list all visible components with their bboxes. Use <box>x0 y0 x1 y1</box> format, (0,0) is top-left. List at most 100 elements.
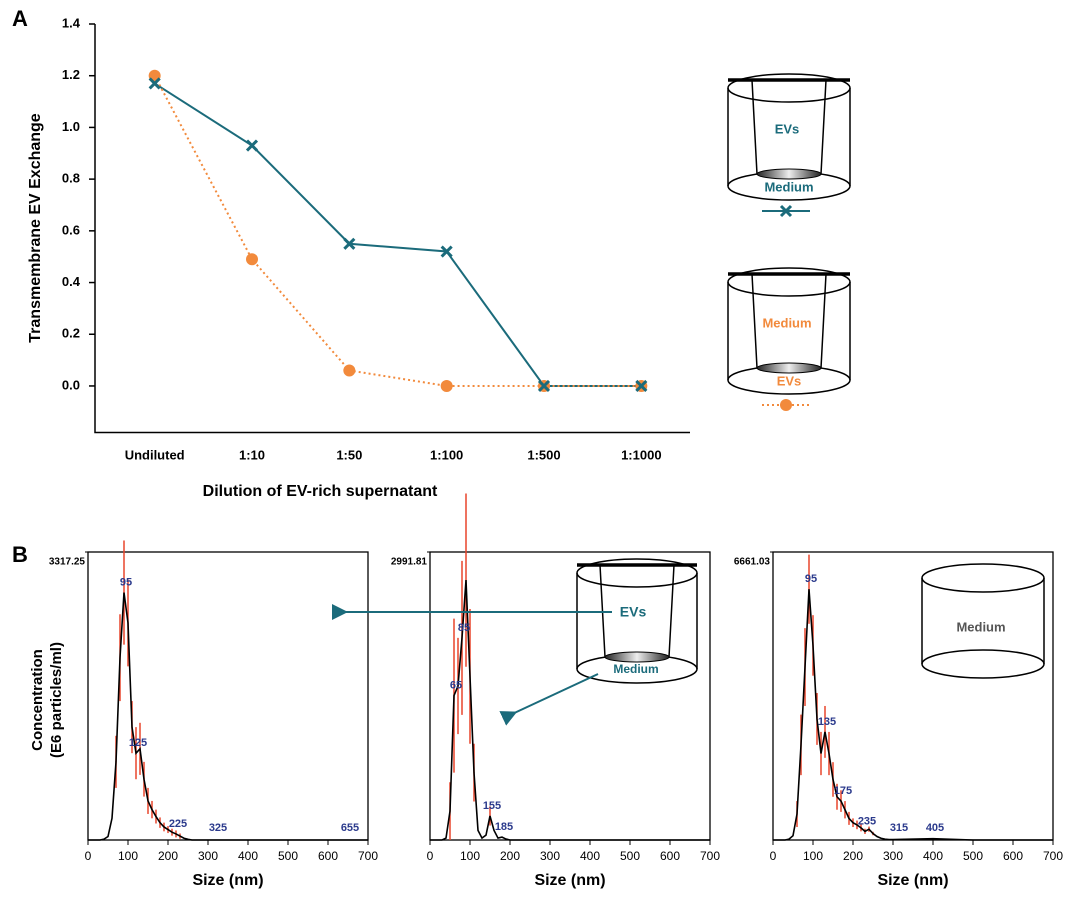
x-tick-label: 400 <box>238 849 258 863</box>
x-tick-label: 100 <box>460 849 480 863</box>
x-tick-label: 1:10 <box>239 447 265 462</box>
peak-label: 85 <box>458 622 470 634</box>
x-tick-label: 500 <box>278 849 298 863</box>
y-tick-label: 0.4 <box>62 274 81 289</box>
point <box>343 364 356 377</box>
diagram-label: EVs <box>775 121 800 136</box>
x-axis-title: Size (nm) <box>534 872 605 889</box>
x-tick-label: 400 <box>580 849 600 863</box>
well-top <box>727 73 851 103</box>
series-line <box>773 589 1053 841</box>
y-axis-title: Transmembrane EV Exchange <box>27 113 44 343</box>
peak-label: 155 <box>483 800 501 812</box>
x-tick-label: 0 <box>85 849 92 863</box>
peak-label: 95 <box>120 576 132 588</box>
point <box>635 379 648 393</box>
well-top <box>576 558 698 588</box>
x-tick-label: 100 <box>803 849 823 863</box>
peak-label: 125 <box>129 737 147 749</box>
x-tick-label: 600 <box>318 849 338 863</box>
x-tick-label: 200 <box>500 849 520 863</box>
y-tick-label: 2991.81 <box>391 557 428 568</box>
well-top <box>921 563 1045 593</box>
peak-label: 95 <box>805 573 817 585</box>
x-axis-title: Dilution of EV-rich supernatant <box>203 483 438 500</box>
peak-label: 325 <box>209 822 227 834</box>
y-axis-title: Concentration <box>29 649 46 751</box>
x-tick-label: 300 <box>198 849 218 863</box>
x-tick-label: 500 <box>620 849 640 863</box>
x-tick-label: 700 <box>358 849 378 863</box>
x-tick-label: 400 <box>923 849 943 863</box>
point <box>148 77 161 90</box>
peak-label: 175 <box>834 785 852 797</box>
y-tick-label: 1.2 <box>62 67 80 82</box>
membrane <box>604 651 670 663</box>
y-tick-label: 0.6 <box>62 222 80 237</box>
point <box>246 253 258 266</box>
x-tick-label: 500 <box>963 849 983 863</box>
x-axis-title: Size (nm) <box>192 872 263 889</box>
diagram-label: Medium <box>762 315 811 330</box>
x-tick-label: 600 <box>1003 849 1023 863</box>
plot-frame <box>429 551 711 841</box>
diagram-label: Medium <box>764 179 813 194</box>
panel-label: B <box>12 542 28 567</box>
y-tick-label: 0.2 <box>62 326 80 341</box>
point <box>245 139 259 152</box>
membrane <box>756 362 822 374</box>
peak-label: 315 <box>890 822 908 834</box>
legend-marker <box>780 399 792 411</box>
x-tick-label: 1:1000 <box>621 447 661 462</box>
y-tick-label: 0.8 <box>62 171 80 186</box>
peak-label: 235 <box>858 815 876 827</box>
membrane <box>756 168 822 180</box>
y-tick-label: 1.0 <box>62 119 80 134</box>
legend-marker <box>779 204 793 218</box>
x-tick-label: 300 <box>540 849 560 863</box>
point <box>537 379 551 393</box>
insert <box>751 273 827 369</box>
x-tick-label: 200 <box>158 849 178 863</box>
x-tick-label: 0 <box>427 849 434 863</box>
x-tick-label: 300 <box>883 849 903 863</box>
diagram-label: Medium <box>956 619 1005 634</box>
plot-frame <box>772 551 1054 841</box>
x-tick-label: 1:50 <box>336 447 362 462</box>
point <box>440 245 453 258</box>
y-tick-label: 6661.03 <box>734 557 771 568</box>
series-line <box>153 75 642 387</box>
insert <box>751 79 827 175</box>
y-tick-label: 3317.25 <box>49 557 86 568</box>
x-tick-label: 0 <box>770 849 777 863</box>
peak-label: 185 <box>495 821 513 833</box>
well-top <box>727 267 851 297</box>
x-tick-label: 100 <box>118 849 138 863</box>
axis <box>94 24 690 434</box>
series-line <box>430 580 710 841</box>
series-line <box>154 82 642 387</box>
series-line <box>88 592 368 841</box>
peak-label: 65 <box>450 680 462 692</box>
well-bottom <box>921 649 1045 679</box>
x-tick-label: Undiluted <box>125 447 185 462</box>
peak-label: 225 <box>169 818 187 830</box>
x-axis-title: Size (nm) <box>877 872 948 889</box>
x-tick-label: 1:100 <box>430 447 463 462</box>
point <box>440 379 453 392</box>
plot-frame <box>87 551 369 841</box>
arrow <box>499 673 599 726</box>
x-tick-label: 600 <box>660 849 680 863</box>
y-tick-label: 0.0 <box>62 377 80 392</box>
peak-label: 135 <box>818 716 836 728</box>
y-axis-title: (E6 particles/ml) <box>48 642 65 758</box>
x-tick-label: 700 <box>1043 849 1063 863</box>
y-tick-label: 1.4 <box>62 15 81 30</box>
diagram-label: EVs <box>620 604 647 620</box>
panel-label: A <box>12 6 28 31</box>
x-tick-label: 200 <box>843 849 863 863</box>
x-tick-label: 1:500 <box>527 447 560 462</box>
x-tick-label: 700 <box>700 849 720 863</box>
diagram-label: EVs <box>777 373 802 388</box>
